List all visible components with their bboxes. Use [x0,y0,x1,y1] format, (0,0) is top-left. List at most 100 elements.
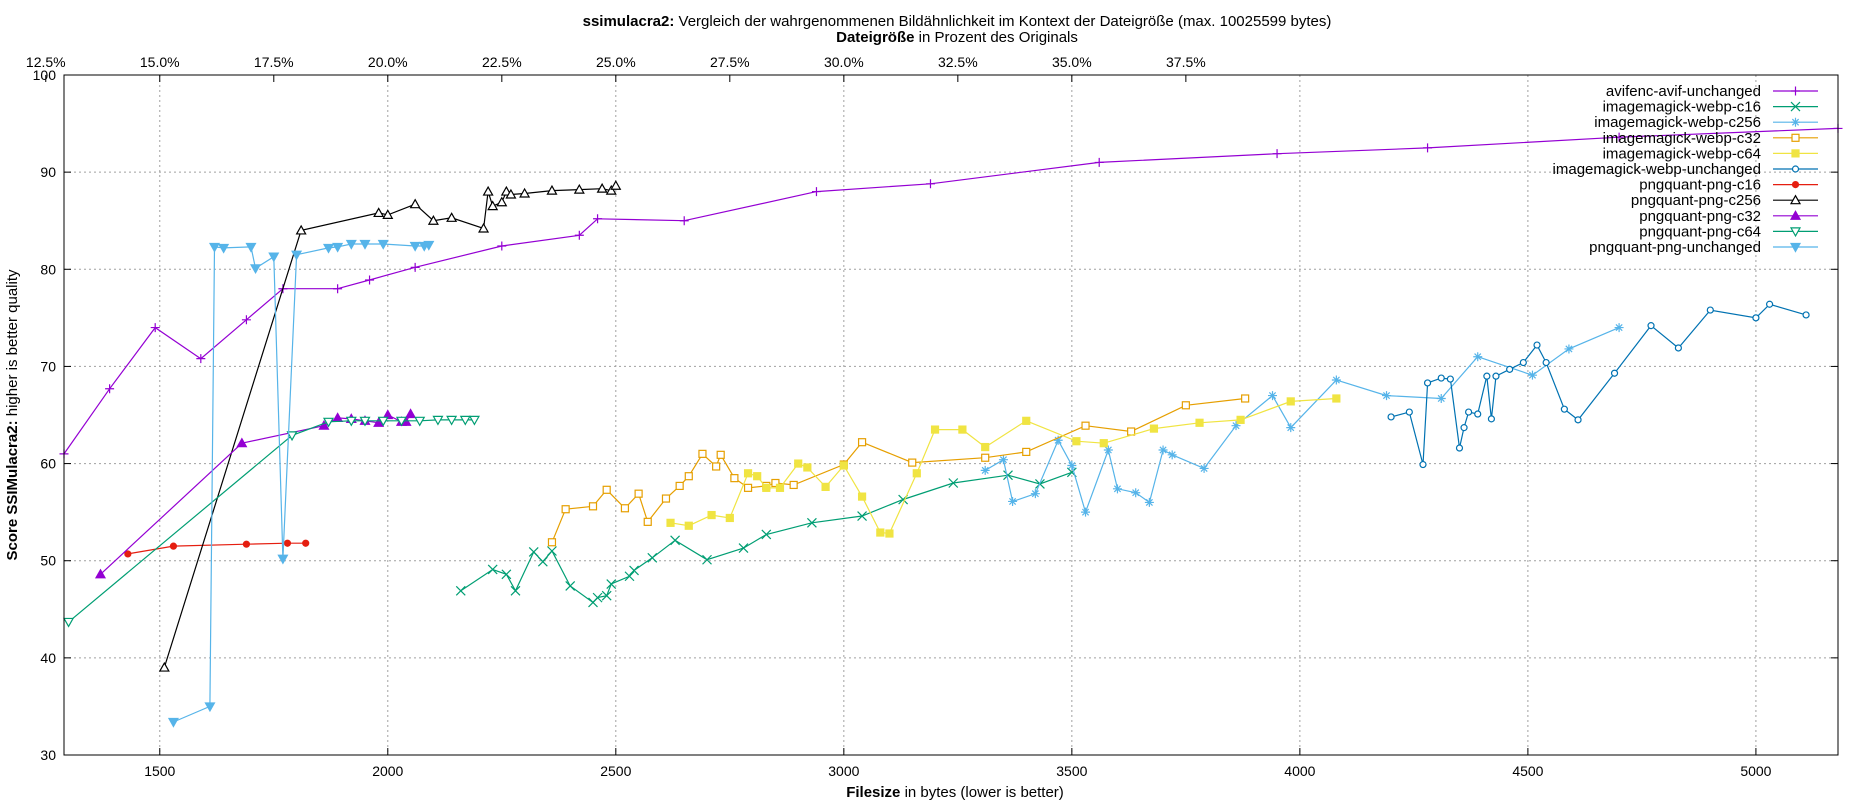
data-point [410,262,420,272]
legend-marker [1790,101,1801,112]
data-point [565,581,576,591]
data-point [409,241,421,252]
legend-label: pngquant-png-c64 [1639,223,1761,240]
data-point [1474,410,1482,418]
data-point [318,419,330,430]
x2-tick-label: 37.5% [1166,54,1206,70]
data-point [707,510,716,520]
x-axis-label-rest: in bytes (lower is better) [900,784,1063,800]
data-point [94,568,107,579]
data-point [725,513,734,523]
data-point [446,415,458,426]
data-point [322,243,335,254]
data-point [1560,405,1568,413]
data-point [1158,445,1168,455]
data-point [332,412,344,423]
data-point [365,275,375,285]
data-point [605,184,617,195]
data-point [839,461,848,470]
data-point [811,187,821,197]
x-tick-label: 1500 [144,763,175,779]
data-point [998,455,1008,465]
chart-title: ssimulacra2: Vergleich der wahrgenommene… [583,13,1332,30]
x2-tick-label: 25.0% [596,54,636,70]
x2-tick-label: 15.0% [140,54,180,70]
data-point [821,482,830,491]
data-point [405,408,417,419]
data-point [547,538,557,547]
data-point [1286,423,1296,433]
y-tick-label: 100 [33,67,57,83]
data-point [1614,132,1624,142]
data-point [1460,424,1468,432]
legend-marker [1789,227,1802,238]
data-point [124,550,132,558]
data-point [1332,394,1341,403]
data-point [679,216,689,226]
data-point [698,449,707,458]
legend-marker [1791,181,1800,189]
data-point [601,590,612,601]
plot-series [59,123,1843,728]
data-point [1542,358,1550,367]
data-point [241,315,251,325]
data-point [105,384,115,394]
y-tick-label: 90 [40,164,56,180]
data-point [925,179,935,189]
data-point [345,416,357,427]
series-pngquant-png-c32 [94,408,417,579]
data-point [196,354,206,364]
data-point [738,543,749,554]
data-point [1331,375,1341,385]
data-point [670,535,681,546]
data-point [395,416,407,427]
data-point [561,505,570,514]
data-point [283,539,292,547]
legend-label: pngquant-png-unchanged [1589,239,1761,256]
x2-tick-label: 30.0% [824,54,864,70]
data-point [908,458,917,467]
data-point [730,474,739,483]
y-tick-label: 80 [40,261,56,277]
data-point [1487,415,1496,423]
data-point [497,241,507,251]
data-point [629,565,639,576]
data-point [1423,379,1432,387]
series-line [163,185,617,668]
data-point [806,517,817,528]
y-tick-label: 60 [40,456,56,472]
data-point [593,214,603,224]
data-point [876,528,885,537]
data-point [169,542,178,550]
data-point [459,415,471,426]
legend-label: pngquant-png-c16 [1639,177,1761,194]
data-point [1674,344,1682,352]
legend-marker [1791,133,1800,142]
data-point [930,425,940,434]
data-point [1802,311,1810,319]
data-point [647,552,658,563]
data-point [1647,322,1655,330]
data-point [1436,393,1446,403]
x2-tick-label: 22.5% [482,54,522,70]
legend-label: imagemagick-webp-c64 [1603,145,1761,162]
data-point [857,511,867,521]
data-point [377,416,389,427]
data-point [1081,507,1091,517]
data-point [606,579,617,589]
grid [64,75,1838,755]
data-point [675,481,684,491]
data-point [245,242,257,253]
legend: avifenc-avif-unchangedimagemagick-webp-c… [1553,83,1818,256]
axes: 1500 2000 2500 3000 3500 4000 4500 5000 30 40 50 60… [26,54,1838,779]
data-point [684,521,693,530]
x2-tick-label: 17.5% [254,54,294,70]
data-point [496,196,508,207]
data-point [250,264,262,275]
data-point [268,252,280,263]
data-point [446,212,458,222]
data-point [382,209,394,219]
data-point [981,453,990,462]
data-point [537,556,548,567]
x-tick-label: 3500 [1056,763,1087,779]
